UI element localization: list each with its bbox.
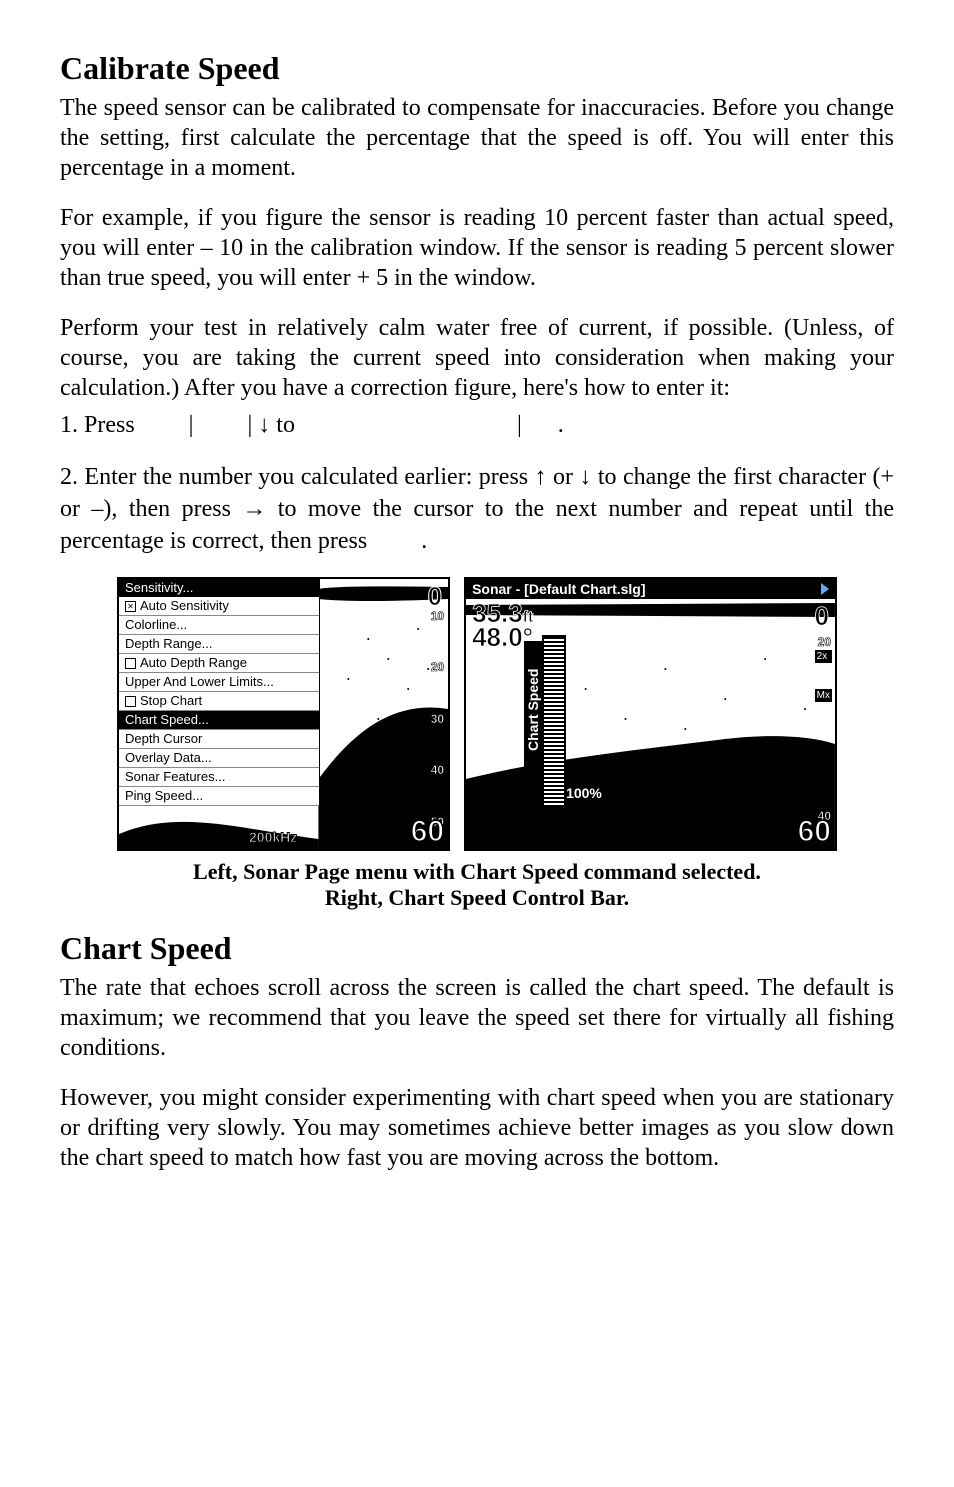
chart-speed-slider[interactable] xyxy=(542,635,566,809)
window-titlebar: Sonar - [Default Chart.slg] xyxy=(466,579,835,599)
menu-item[interactable]: Ping Speed... xyxy=(119,787,319,806)
menu-item[interactable]: Auto Depth Range xyxy=(119,654,319,673)
figure-caption: Left, Sonar Page menu with Chart Speed c… xyxy=(60,859,894,912)
chart-speed-percent: 100% xyxy=(564,785,604,801)
menu-item[interactable]: Sonar Features... xyxy=(119,768,319,787)
depth-scale-max: 60 xyxy=(411,815,444,849)
body-paragraph: The rate that echoes scroll across the s… xyxy=(60,973,894,1063)
step-1: 1. Press | | ↓ to | . xyxy=(60,409,894,441)
step-text: to xyxy=(276,412,301,438)
up-arrow-icon: ↑ xyxy=(535,463,547,490)
scale-tick: 10 xyxy=(431,609,444,623)
chart-speed-heading: Chart Speed xyxy=(60,930,894,967)
body-paragraph: Perform your test in relatively calm wat… xyxy=(60,313,894,403)
menu-item[interactable]: Auto Sensitivity xyxy=(119,597,319,616)
caption-line: Right, Chart Speed Control Bar. xyxy=(325,885,629,910)
figure-chart-speed-bar: Sonar - [Default Chart.slg] 35.3 xyxy=(464,577,837,851)
step-2: 2. Enter the number you calculated earli… xyxy=(60,461,894,557)
window-title: Sonar - [Default Chart.slg] xyxy=(472,581,645,597)
scale-tick: 20 xyxy=(818,635,831,649)
menu-item[interactable]: Chart Speed... xyxy=(119,711,319,730)
menu-item[interactable]: Upper And Lower Limits... xyxy=(119,673,319,692)
step-text: 2. Enter the number you calculated earli… xyxy=(60,464,535,490)
scale-tick: 40 xyxy=(431,763,444,777)
page: Calibrate Speed The speed sensor can be … xyxy=(0,0,954,1487)
play-icon xyxy=(821,583,829,595)
sonar-menu[interactable]: Sensitivity...Auto SensitivityColorline.… xyxy=(119,579,320,806)
depth-scale-max: 60 xyxy=(798,815,831,849)
depth-scale: 1020304050 xyxy=(431,609,444,829)
menu-item[interactable]: Stop Chart xyxy=(119,692,319,711)
down-arrow-icon: ↓ xyxy=(258,411,270,438)
speed-marker: 2x xyxy=(814,649,833,664)
chart-speed-fill xyxy=(544,637,564,807)
speed-marker: Mx xyxy=(814,688,833,703)
figure-row: Sensitivity...Auto SensitivityColorline.… xyxy=(117,577,837,851)
scale-tick: 30 xyxy=(431,712,444,726)
down-arrow-icon: ↓ xyxy=(579,463,591,490)
calibrate-speed-heading: Calibrate Speed xyxy=(60,50,894,87)
depth-scale-zero: 0 xyxy=(815,601,829,632)
figure-sonar-menu: Sensitivity...Auto SensitivityColorline.… xyxy=(117,577,450,851)
depth-scale-zero: 0 xyxy=(428,581,442,612)
step-sep: | xyxy=(189,412,194,438)
body-paragraph: However, you might consider experimentin… xyxy=(60,1083,894,1173)
step-text: . xyxy=(558,412,564,438)
menu-item[interactable]: Sensitivity... xyxy=(119,579,319,597)
body-paragraph: For example, if you figure the sensor is… xyxy=(60,203,894,293)
step-text: . xyxy=(421,528,427,554)
body-paragraph: The speed sensor can be calibrated to co… xyxy=(60,93,894,183)
step-sep: | xyxy=(247,412,252,438)
speed-markers: 2x Mx xyxy=(814,649,833,703)
step-text: or xyxy=(553,464,579,490)
step-sep: | xyxy=(517,412,522,438)
menu-item[interactable]: Overlay Data... xyxy=(119,749,319,768)
chart-speed-label: Chart Speed xyxy=(524,640,542,778)
menu-item[interactable]: Depth Range... xyxy=(119,635,319,654)
caption-line: Left, Sonar Page menu with Chart Speed c… xyxy=(193,859,761,884)
menu-item[interactable]: Colorline... xyxy=(119,616,319,635)
scale-tick: 20 xyxy=(431,660,444,674)
step-text: 1. Press xyxy=(60,412,141,438)
right-arrow-icon: → xyxy=(242,495,266,522)
frequency-label: 200kHz xyxy=(249,829,297,845)
menu-item[interactable]: Depth Cursor xyxy=(119,730,319,749)
